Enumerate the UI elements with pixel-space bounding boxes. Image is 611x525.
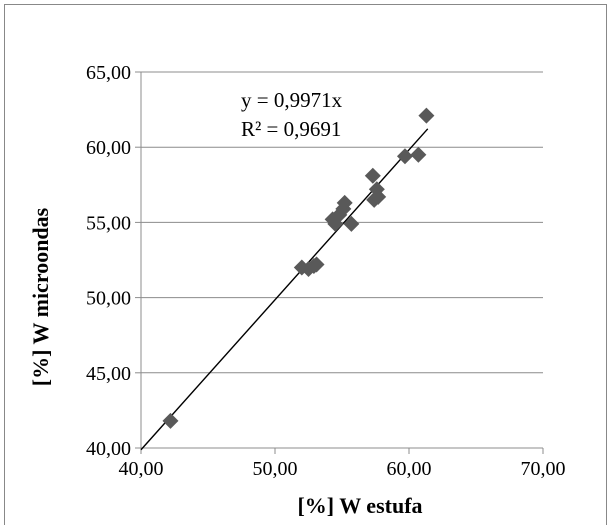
y-tick-label: 65,00 bbox=[86, 62, 131, 84]
tick-labels: 40,00 45,00 50,00 55,00 60,00 65,00 40,00 50,00… bbox=[86, 62, 566, 480]
data-point bbox=[364, 167, 381, 184]
data-point bbox=[343, 215, 360, 232]
data-point bbox=[370, 188, 387, 205]
y-tick-label: 55,00 bbox=[86, 212, 131, 234]
r-squared-label: R² = 0,9691 bbox=[241, 117, 341, 141]
axes bbox=[135, 71, 544, 454]
trendline-group bbox=[140, 128, 429, 451]
x-tick-label: 40,00 bbox=[119, 458, 164, 480]
data-point bbox=[396, 148, 413, 165]
data-point bbox=[410, 146, 427, 163]
x-tick-label: 60,00 bbox=[387, 458, 432, 480]
y-tick-label: 50,00 bbox=[86, 288, 131, 310]
gridlines bbox=[141, 71, 543, 374]
data-point bbox=[418, 107, 435, 124]
trendline-equation: y = 0,9971x bbox=[241, 88, 343, 112]
data-point bbox=[308, 256, 325, 273]
data-point bbox=[335, 200, 352, 217]
data-point bbox=[162, 412, 179, 429]
trendline bbox=[140, 128, 429, 451]
y-tick-label: 60,00 bbox=[86, 137, 131, 159]
y-axis-label: [%] W microondas bbox=[28, 207, 53, 386]
x-tick-label: 50,00 bbox=[253, 458, 298, 480]
data-points bbox=[162, 107, 435, 429]
y-tick-label: 40,00 bbox=[86, 438, 131, 460]
x-tick-label: 70,00 bbox=[521, 458, 566, 480]
y-tick-label: 45,00 bbox=[86, 363, 131, 385]
x-axis-label: [%] W estufa bbox=[297, 493, 422, 518]
